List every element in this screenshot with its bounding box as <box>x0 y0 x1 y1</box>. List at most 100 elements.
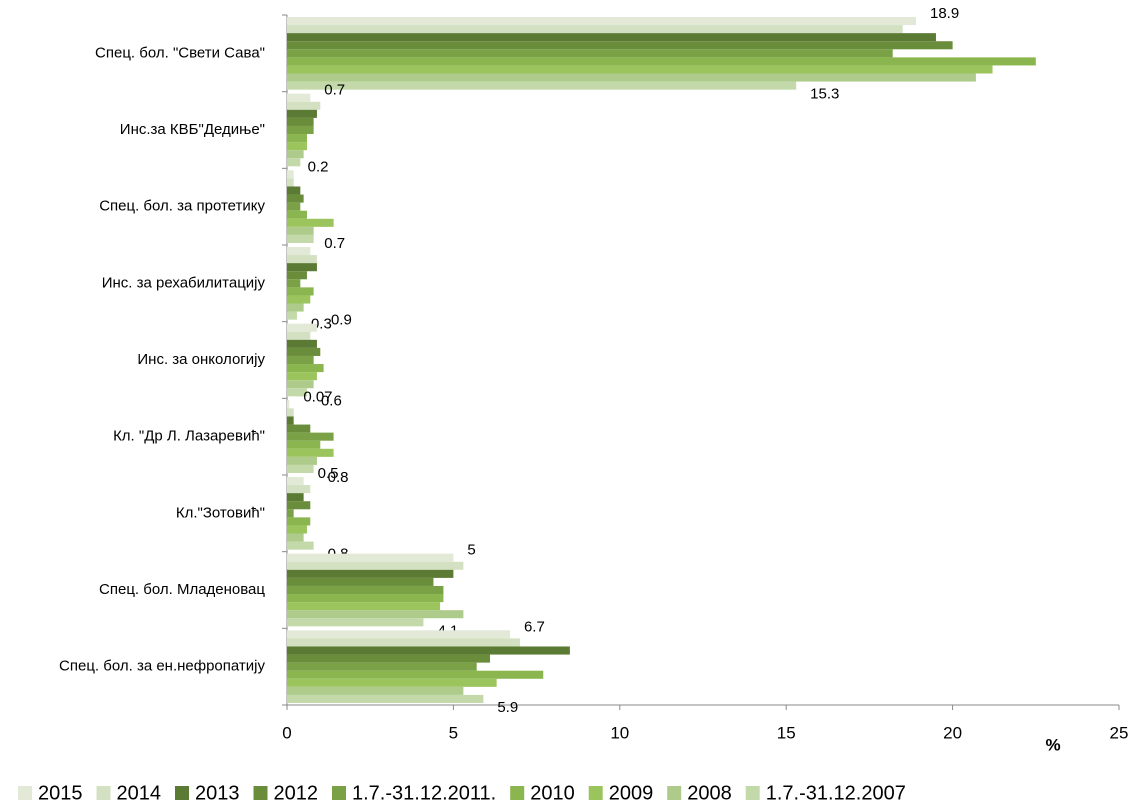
legend-label: 1.7.-31.12.2011. <box>352 782 496 804</box>
x-tick-label: 10 <box>610 723 629 742</box>
y-tick-label: Инс. за рехабилитацију <box>102 274 266 291</box>
bar <box>287 424 311 433</box>
bar <box>287 408 294 417</box>
bar <box>287 364 324 373</box>
legend-swatch <box>253 786 268 800</box>
bar <box>287 303 304 312</box>
data-label: 0.9 <box>331 312 352 329</box>
bar <box>287 287 314 296</box>
legend-swatch <box>332 786 346 800</box>
bar <box>287 517 311 526</box>
bar <box>287 602 441 611</box>
bar <box>287 142 307 151</box>
bar <box>287 226 314 235</box>
legend-swatch <box>18 786 32 800</box>
bar <box>287 594 444 603</box>
bar <box>287 694 484 703</box>
bar <box>287 662 477 671</box>
bar <box>287 218 334 227</box>
data-label: 0.6 <box>321 392 342 409</box>
bar <box>287 380 314 389</box>
bar <box>287 125 314 135</box>
bar <box>287 456 317 465</box>
legend-label: 2015 <box>38 782 83 804</box>
bar <box>287 485 311 494</box>
bar <box>287 25 903 34</box>
bar <box>287 202 301 211</box>
bar <box>287 255 317 264</box>
y-tick-label: Спец. бол. Младеновац <box>99 581 265 598</box>
bar <box>287 49 893 58</box>
bar <box>287 170 294 179</box>
bar <box>287 448 334 457</box>
legend-label: 1.7.-31.12.2007 <box>766 782 906 804</box>
bar <box>287 477 304 486</box>
bar <box>287 509 294 518</box>
x-tick-label: 5 <box>449 723 458 742</box>
legend-swatch <box>745 786 760 800</box>
legend-label: 2014 <box>117 782 162 804</box>
data-label: 0.2 <box>308 158 329 175</box>
bar <box>287 158 301 167</box>
bar <box>287 464 314 473</box>
bar <box>287 416 294 425</box>
bar <box>287 17 916 26</box>
bar <box>287 553 454 562</box>
bar <box>287 117 314 126</box>
bar <box>287 65 993 74</box>
bar <box>287 178 294 187</box>
bar <box>287 577 434 586</box>
bar <box>287 331 311 340</box>
data-label: 5.9 <box>497 699 518 716</box>
x-axis-label: % <box>1045 735 1060 754</box>
bar <box>287 93 311 102</box>
bar <box>287 440 321 449</box>
bar <box>287 638 520 647</box>
legend-label: 2009 <box>609 782 654 804</box>
bar <box>287 561 464 570</box>
bar <box>287 210 307 219</box>
bar <box>287 686 464 695</box>
bar <box>287 109 317 118</box>
legend-swatch <box>175 786 189 800</box>
bar <box>287 646 570 655</box>
legend-label: 2010 <box>530 782 575 804</box>
x-tick-label: 25 <box>1110 723 1129 742</box>
bar <box>287 73 976 82</box>
bar <box>287 569 454 578</box>
y-tick-label: Спец. бол. за протетику <box>99 198 265 215</box>
x-tick-label: 0 <box>282 723 291 742</box>
bar <box>287 150 304 159</box>
bar <box>287 501 311 510</box>
bar <box>287 271 307 280</box>
bar <box>287 388 307 397</box>
legend-swatch <box>588 786 603 800</box>
legend-label: 2013 <box>195 782 240 804</box>
legend-swatch <box>667 786 682 800</box>
data-label: 5 <box>467 542 475 559</box>
bar <box>287 525 307 534</box>
data-label: 0.7 <box>324 235 345 252</box>
bar <box>287 630 510 639</box>
bar <box>287 347 321 356</box>
bar <box>287 194 304 203</box>
data-label: 18.9 <box>930 5 959 22</box>
bar <box>287 432 334 441</box>
bar <box>287 339 317 348</box>
legend-label: 2012 <box>274 782 319 804</box>
data-label: 0.5 <box>318 465 339 482</box>
y-tick-label: Кл."Зотовић" <box>176 504 265 521</box>
bar <box>287 81 797 90</box>
y-tick-label: Спец. бол. "Свети Сава" <box>95 44 265 61</box>
data-label: 15.3 <box>810 86 839 103</box>
bar <box>287 541 314 550</box>
bar <box>287 279 301 288</box>
bar <box>287 323 317 332</box>
legend-swatch <box>510 786 525 800</box>
bar <box>287 654 491 663</box>
bar <box>287 355 314 365</box>
y-tick-label: Инс. за онкологију <box>137 351 265 368</box>
bar <box>287 678 497 687</box>
bar <box>287 618 424 627</box>
